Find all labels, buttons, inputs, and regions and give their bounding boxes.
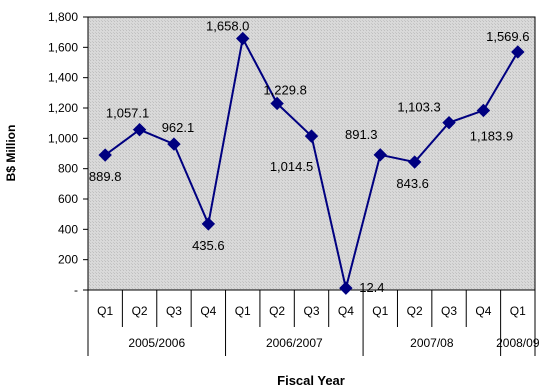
y-tick-label: 1,400 <box>48 71 78 85</box>
data-labels: 889.8 1,057.1 962.1 435.6 1,658.0 1,229.8 1,01… <box>89 19 530 296</box>
x-tick-label: Q4 <box>338 304 354 318</box>
data-point-marker <box>407 155 422 169</box>
data-label: 1,229.8 <box>263 82 306 97</box>
data-label: 843.6 <box>396 176 429 191</box>
y-tick-label: 200 <box>58 253 78 267</box>
x-axis-title: Fiscal Year <box>277 373 345 388</box>
plot-area <box>87 16 536 291</box>
y-tick-label: 400 <box>58 222 78 236</box>
data-point-marker <box>373 148 387 162</box>
data-point-marker <box>476 103 491 118</box>
data-label: 889.8 <box>89 169 122 184</box>
x-group-label: 2006/2007 <box>266 336 323 350</box>
data-point-marker <box>511 45 525 59</box>
x-tick-label: Q1 <box>97 304 113 318</box>
data-label: 1,183.9 <box>470 128 513 143</box>
x-axis: Q1 Q2 Q3 Q4 Q1 Q2 Q3 Q4 Q1 Q2 Q3 Q4 Q1 2005/2006 2006/… <box>87 290 540 356</box>
y-tick-label: 1,800 <box>48 10 78 24</box>
x-tick-label: Q1 <box>235 304 251 318</box>
data-label: 435.6 <box>192 238 225 253</box>
data-point-marker <box>132 122 147 137</box>
series-layer <box>98 31 525 295</box>
x-tick-label: Q3 <box>303 304 319 318</box>
data-label: 891.3 <box>345 127 378 142</box>
data-label: 962.1 <box>162 120 195 135</box>
data-point-marker <box>201 217 216 231</box>
data-label: 1,569.6 <box>486 29 529 44</box>
data-point-marker <box>270 96 284 111</box>
y-tick-label: 800 <box>58 162 78 176</box>
x-tick-label: Q3 <box>166 304 182 318</box>
x-tick-label: Q1 <box>510 304 526 318</box>
x-tick-label: Q1 <box>372 304 388 318</box>
x-tick-label: Q2 <box>132 304 148 318</box>
x-group-label: 2008/09 <box>496 336 540 350</box>
x-tick-label: Q4 <box>475 304 491 318</box>
x-tick-label: Q3 <box>441 304 457 318</box>
data-point-marker <box>304 129 319 143</box>
data-label: 1,658.0 <box>206 19 249 34</box>
data-point-marker <box>442 115 456 130</box>
data-label: 12.4 <box>359 280 384 295</box>
y-tick-label: 1,200 <box>48 101 78 115</box>
data-point-marker <box>236 31 250 46</box>
y-tick-label: 1,000 <box>48 131 78 145</box>
x-group-label: 2005/2006 <box>128 336 185 350</box>
x-group-label: 2007/08 <box>410 336 454 350</box>
y-tick-label: 600 <box>58 192 78 206</box>
y-axis-title: B$ Million <box>4 125 18 182</box>
y-axis: - 200 400 600 800 1,000 1,200 1,400 1,600 1,800 <box>48 10 88 297</box>
data-point-marker <box>339 281 353 295</box>
data-label: 1,057.1 <box>106 106 149 121</box>
data-label: 1,014.5 <box>270 159 313 174</box>
x-tick-label: Q2 <box>269 304 285 318</box>
y-tick-label: - <box>74 283 78 297</box>
y-tick-label: 1,600 <box>48 40 78 54</box>
x-tick-label: Q2 <box>407 304 423 318</box>
x-tick-label: Q4 <box>200 304 216 318</box>
data-point-marker <box>98 148 112 162</box>
data-point-marker <box>167 137 181 151</box>
data-label: 1,103.3 <box>397 100 440 115</box>
